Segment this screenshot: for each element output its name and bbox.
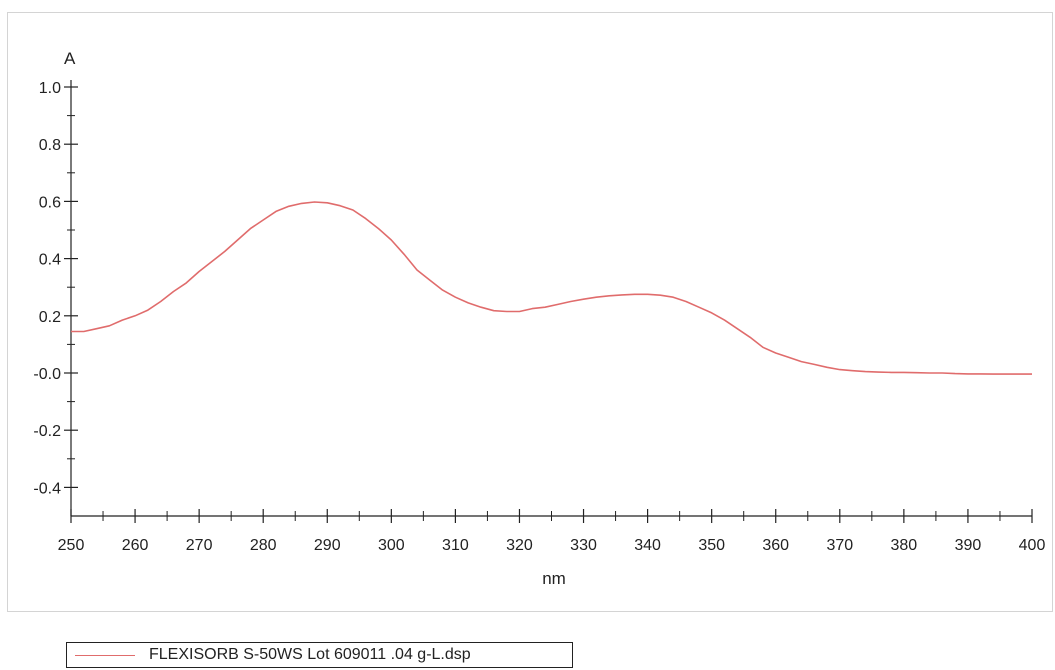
plot-frame: [7, 12, 1053, 612]
x-tick-label: 270: [186, 537, 213, 554]
x-tick-label: 390: [955, 537, 982, 554]
y-axis-label: A: [64, 49, 76, 68]
x-axis-label: nm: [542, 569, 566, 588]
x-tick-label: 330: [570, 537, 597, 554]
legend-label: FLEXISORB S-50WS Lot 609011 .04 g-L.dsp: [149, 646, 471, 663]
x-tick-label: 260: [122, 537, 149, 554]
x-tick-label: 350: [698, 537, 725, 554]
y-tick-label: -0.2: [33, 423, 61, 440]
y-tick-label: 0.4: [39, 252, 61, 269]
series-group: [71, 201, 1032, 375]
x-tick-label: 290: [314, 537, 341, 554]
y-tick-label: 1.0: [39, 80, 61, 97]
series-line: [71, 201, 1032, 375]
x-axis-ticks: 250 260 270 280 290 300 310 320 330 340 350 360 370 3…: [58, 509, 1046, 554]
x-tick-label: 250: [58, 537, 85, 554]
x-tick-label: 280: [250, 537, 277, 554]
x-tick-label: 300: [378, 537, 405, 554]
legend-swatch: [75, 654, 135, 656]
line-chart: A nm 1.00.80.60.40.2-0.0-0.2-0.4 250 260 2…: [33, 49, 1046, 588]
y-tick-label: -0.4: [33, 480, 61, 497]
x-tick-label: 360: [762, 537, 789, 554]
x-tick-label: 340: [634, 537, 661, 554]
x-tick-label: 310: [442, 537, 469, 554]
x-tick-label: 320: [506, 537, 533, 554]
y-axis-ticks: 1.0 0.8 0.6 0.4 0.2 -0.0 -0.2 -0.4: [33, 80, 78, 497]
legend: FLEXISORB S-50WS Lot 609011 .04 g-L.dsp: [66, 642, 573, 668]
x-tick-label: 370: [826, 537, 853, 554]
y-tick-label: 0.6: [39, 194, 61, 211]
x-tick-label: 380: [891, 537, 918, 554]
y-tick-label: 0.8: [39, 137, 61, 154]
y-tick-label: -0.0: [33, 366, 61, 383]
y-tick-label: 0.2: [39, 309, 61, 326]
x-tick-label: 400: [1019, 537, 1046, 554]
